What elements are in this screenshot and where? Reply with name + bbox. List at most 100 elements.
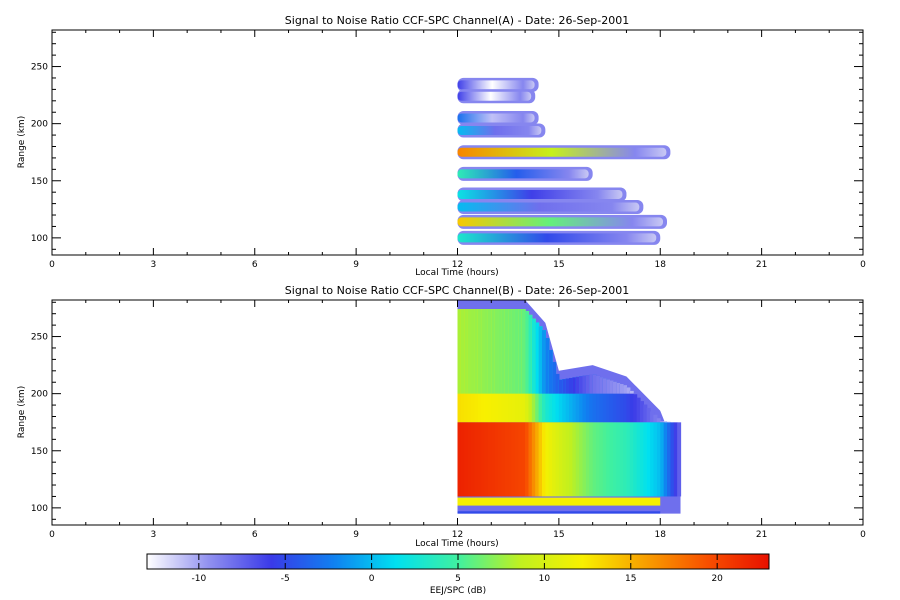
- colorbar-tick-label: 10: [539, 574, 551, 584]
- echo-layer: [457, 80, 535, 90]
- snr-strip-mid: [589, 374, 594, 423]
- snr-strip-core: [670, 422, 675, 497]
- x-tick-label: 12: [452, 530, 463, 540]
- y-tick-label: 250: [31, 63, 48, 73]
- snr-strip-core: [589, 422, 594, 497]
- snr-strip-core: [636, 422, 641, 497]
- snr-strip-upper: [562, 379, 567, 394]
- snr-strip-core: [501, 422, 506, 497]
- snr-strip-upper: [606, 379, 611, 394]
- snr-strip-core: [528, 422, 533, 497]
- snr-strip-mid: [592, 374, 597, 423]
- panel-a-xlabel: Local Time (hours): [415, 268, 498, 278]
- snr-strip-upper: [569, 377, 573, 394]
- x-tick-label: 0: [49, 530, 55, 540]
- snr-strip-upper: [619, 383, 624, 394]
- colorbar-tick-label: 15: [625, 574, 636, 584]
- snr-strip-mid: [650, 411, 655, 423]
- snr-strip-upper: [525, 311, 530, 394]
- x-tick-label: 18: [655, 530, 667, 540]
- x-tick-label: 21: [756, 260, 767, 270]
- snr-strip-core: [633, 422, 638, 497]
- snr-strip-core: [660, 422, 665, 497]
- colorbar-tick-label: -10: [191, 574, 206, 584]
- x-tick-label: 6: [252, 260, 258, 270]
- snr-strip-core: [562, 422, 567, 497]
- snr-strip-upper: [545, 337, 550, 394]
- snr-strip-upper: [521, 309, 526, 394]
- snr-strip-mid: [660, 421, 665, 423]
- snr-strip-upper: [498, 309, 503, 394]
- snr-strip-mid: [673, 421, 678, 423]
- bottom-echo-layer: [457, 497, 661, 506]
- snr-strip-mid: [636, 397, 641, 423]
- snr-strip-mid: [558, 379, 563, 423]
- snr-strip-core: [504, 422, 509, 497]
- snr-strip-core: [464, 422, 469, 497]
- snr-strip-mid: [670, 421, 675, 423]
- snr-strip-upper: [548, 349, 553, 394]
- snr-strip-upper: [487, 309, 492, 394]
- x-tick-label: 15: [553, 530, 564, 540]
- snr-strip-upper: [579, 376, 584, 394]
- snr-strip-mid: [667, 421, 671, 423]
- y-tick-label: 100: [31, 504, 48, 514]
- snr-strip-core: [667, 422, 671, 497]
- snr-strip-upper: [528, 314, 533, 394]
- snr-strip-core: [643, 422, 648, 497]
- snr-strip-mid: [569, 377, 573, 423]
- echo-layer: [457, 233, 657, 243]
- snr-strip-core: [477, 422, 482, 497]
- y-tick-label: 200: [31, 120, 48, 130]
- snr-strip-core: [474, 422, 479, 497]
- x-tick-label: 9: [353, 260, 359, 270]
- snr-strip-core: [612, 422, 617, 497]
- snr-strip-upper: [481, 309, 486, 394]
- snr-strip-mid: [629, 390, 634, 423]
- snr-strip-upper: [612, 381, 617, 394]
- echo-layer: [457, 126, 542, 136]
- snr-strip-core: [592, 422, 597, 497]
- snr-strip-upper: [508, 309, 513, 394]
- y-tick-label: 100: [31, 234, 48, 244]
- x-tick-label: 0: [860, 260, 866, 270]
- snr-strip-mid: [639, 401, 644, 423]
- snr-strip-mid: [643, 404, 648, 423]
- snr-strip-core: [653, 422, 658, 497]
- snr-strip-upper: [501, 309, 506, 394]
- snr-strip-core: [629, 422, 634, 497]
- snr-strip-mid: [623, 385, 628, 423]
- snr-strip-core: [484, 422, 489, 497]
- snr-strip-upper: [629, 390, 634, 394]
- panel-b-ylabel: Range (km): [17, 386, 27, 438]
- x-tick-label: 6: [252, 530, 258, 540]
- snr-strip-upper: [623, 385, 628, 394]
- colorbar-tick-label: -5: [281, 574, 290, 584]
- colorbar-tick-label: 20: [711, 574, 723, 584]
- snr-strip-core: [650, 422, 655, 497]
- echo-layer: [457, 189, 623, 199]
- snr-strip-core: [552, 422, 557, 497]
- snr-strip-mid: [677, 421, 682, 423]
- y-tick-label: 150: [31, 447, 48, 457]
- snr-strip-core: [494, 422, 499, 497]
- snr-strip-core: [585, 422, 590, 497]
- snr-strip-core: [646, 422, 651, 497]
- snr-strip-core: [623, 422, 628, 497]
- snr-strip-core: [663, 422, 668, 497]
- snr-strip-upper: [582, 375, 587, 394]
- snr-strip-upper: [457, 309, 462, 394]
- snr-strip-core: [616, 422, 621, 497]
- snr-strip-core: [596, 422, 601, 497]
- snr-strip-upper: [531, 318, 536, 394]
- snr-strip-upper: [616, 382, 621, 394]
- snr-strip-mid: [555, 373, 560, 423]
- snr-strip-core: [579, 422, 584, 497]
- snr-strip-core: [518, 422, 523, 497]
- snr-strip-core: [535, 422, 540, 497]
- snr-strip-core: [491, 422, 496, 497]
- snr-strip-mid: [612, 381, 617, 423]
- x-tick-label: 12: [452, 260, 463, 270]
- snr-strip-upper: [541, 330, 546, 394]
- snr-strip-upper: [518, 309, 523, 394]
